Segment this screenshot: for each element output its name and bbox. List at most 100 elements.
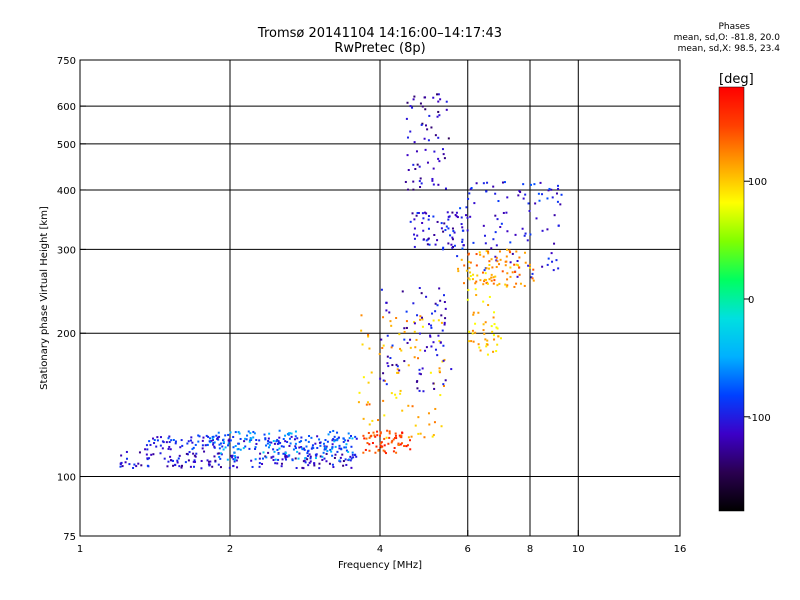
data-point xyxy=(488,260,491,263)
data-point xyxy=(239,437,242,440)
data-point xyxy=(367,334,370,337)
data-point xyxy=(145,444,148,447)
data-point xyxy=(205,434,208,437)
data-point xyxy=(504,264,507,267)
data-point xyxy=(191,448,194,451)
data-point xyxy=(420,182,423,185)
data-point xyxy=(482,283,485,286)
data-point xyxy=(429,334,432,337)
data-point xyxy=(255,438,258,441)
data-point xyxy=(532,279,535,282)
data-point xyxy=(497,335,500,338)
data-point xyxy=(476,274,479,277)
data-point xyxy=(285,458,288,461)
data-point xyxy=(383,414,386,417)
data-point xyxy=(443,323,446,326)
data-point xyxy=(405,310,408,313)
data-point xyxy=(418,368,421,371)
data-point xyxy=(493,311,496,314)
data-point xyxy=(350,466,353,469)
data-point xyxy=(168,435,171,438)
data-point xyxy=(354,453,357,456)
data-point xyxy=(495,350,498,353)
data-point xyxy=(372,431,375,434)
data-point xyxy=(469,275,472,278)
data-point xyxy=(496,218,499,221)
data-point xyxy=(514,233,517,236)
data-point xyxy=(413,95,416,98)
data-point xyxy=(342,437,345,440)
data-point xyxy=(234,456,237,459)
data-point xyxy=(342,440,345,443)
data-point xyxy=(398,369,401,372)
data-point xyxy=(461,240,464,243)
data-point xyxy=(467,340,470,343)
data-point xyxy=(413,141,416,144)
data-point xyxy=(121,465,124,468)
data-point xyxy=(456,255,459,258)
data-point xyxy=(467,260,470,263)
y-axis-ticks: 75 100 200 300 400 500 600 750 xyxy=(57,56,86,543)
data-point xyxy=(376,430,379,433)
data-point xyxy=(428,423,431,426)
data-point xyxy=(333,435,336,438)
data-point xyxy=(401,431,404,434)
data-point xyxy=(153,439,156,442)
data-point xyxy=(307,449,310,452)
data-point xyxy=(482,329,485,332)
x-tick-label: 2 xyxy=(227,544,233,555)
data-point xyxy=(321,455,324,458)
data-point xyxy=(379,377,382,380)
data-point xyxy=(159,452,162,455)
data-point xyxy=(318,467,321,470)
data-point xyxy=(144,448,147,451)
data-point xyxy=(486,353,489,356)
data-point xyxy=(487,252,490,255)
data-point xyxy=(380,288,383,291)
data-point xyxy=(378,353,381,356)
data-point xyxy=(440,227,443,230)
data-point xyxy=(494,214,497,217)
data-point xyxy=(332,429,335,432)
data-point xyxy=(304,439,307,442)
data-point xyxy=(496,327,499,330)
data-point xyxy=(124,461,127,464)
data-point xyxy=(228,438,231,441)
data-point xyxy=(411,106,414,109)
data-point xyxy=(465,269,468,272)
data-point xyxy=(451,227,454,230)
data-point xyxy=(419,373,422,376)
data-point xyxy=(501,270,504,273)
data-point xyxy=(380,441,383,444)
data-point xyxy=(434,302,437,305)
y-tick-label: 100 xyxy=(57,473,76,484)
data-point xyxy=(358,391,361,394)
data-point xyxy=(218,435,221,438)
data-point xyxy=(438,114,441,117)
data-point xyxy=(434,310,437,313)
data-point xyxy=(422,229,425,232)
data-point xyxy=(470,340,473,343)
data-point xyxy=(495,244,498,247)
data-point xyxy=(314,442,317,445)
data-point xyxy=(546,263,549,266)
data-point xyxy=(451,238,454,241)
data-point xyxy=(406,101,409,104)
data-point xyxy=(494,192,497,195)
data-point xyxy=(252,436,255,439)
data-point xyxy=(259,452,262,455)
data-point xyxy=(362,451,365,454)
data-point xyxy=(498,282,501,285)
data-point xyxy=(246,434,249,437)
data-point xyxy=(509,251,512,254)
data-point xyxy=(338,459,341,462)
data-point xyxy=(413,233,416,236)
data-point xyxy=(328,462,331,465)
data-point xyxy=(308,461,311,464)
data-point xyxy=(232,435,235,438)
data-point xyxy=(192,465,195,468)
data-point xyxy=(556,200,559,203)
data-point xyxy=(386,355,389,358)
data-point xyxy=(226,458,229,461)
data-point xyxy=(174,440,177,443)
